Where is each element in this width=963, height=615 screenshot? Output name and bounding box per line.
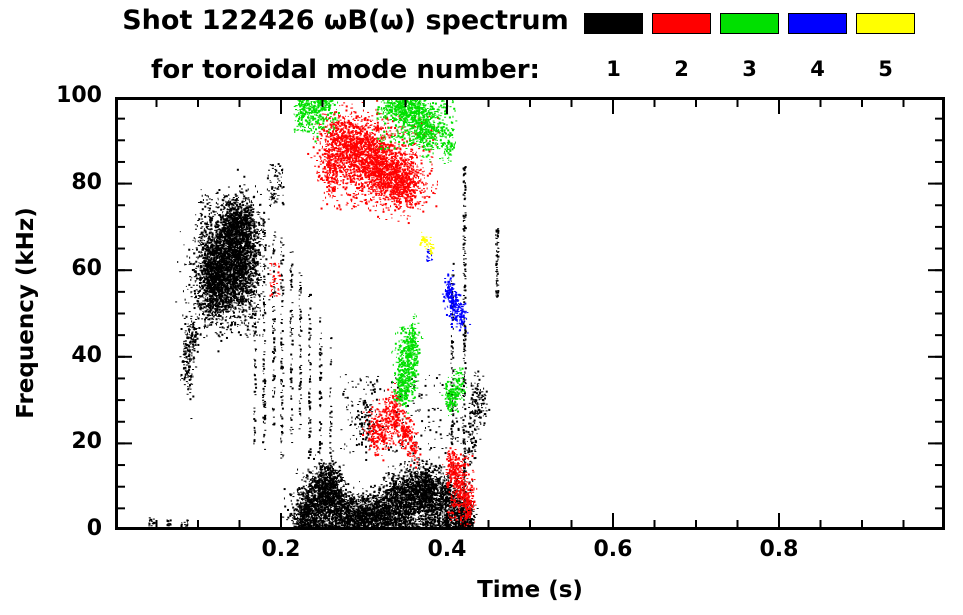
x-axis-title: Time (s) [477,577,583,603]
y-tick-label: 0 [86,516,102,541]
legend-mode-number-5: 5 [878,57,893,81]
legend-mode-number-3: 3 [742,57,757,81]
y-tick-label: 20 [71,429,102,455]
legend-swatch-5 [856,13,915,34]
legend-swatch-4 [788,13,847,34]
x-tick-label: 0.2 [261,537,301,562]
legend-mode-number-4: 4 [810,57,825,81]
spectrogram-canvas [115,97,945,530]
x-tick-label: 0.8 [759,537,799,562]
legend-swatch-3 [720,13,779,34]
y-tick-label: 80 [71,169,102,195]
legend-swatches [584,13,915,34]
y-tick-label: 100 [56,83,102,108]
y-tick-label: 40 [71,342,102,368]
chart-title: Shot 122426 ωB(ω) spectrum [122,5,569,36]
x-tick-label: 0.6 [593,537,633,562]
legend-swatch-2 [652,13,711,34]
y-axis-title: Frequency (kHz) [13,207,39,419]
legend-mode-number-2: 2 [674,57,689,81]
legend-mode-numbers: 1 2 3 4 5 [584,57,915,81]
legend-swatch-1 [584,13,643,34]
plot-area [115,97,945,530]
y-tick-label: 60 [71,256,102,282]
chart-subtitle: for toroidal mode number: [151,55,540,85]
legend-mode-number-1: 1 [606,57,621,81]
x-tick-label: 0.4 [427,537,467,562]
